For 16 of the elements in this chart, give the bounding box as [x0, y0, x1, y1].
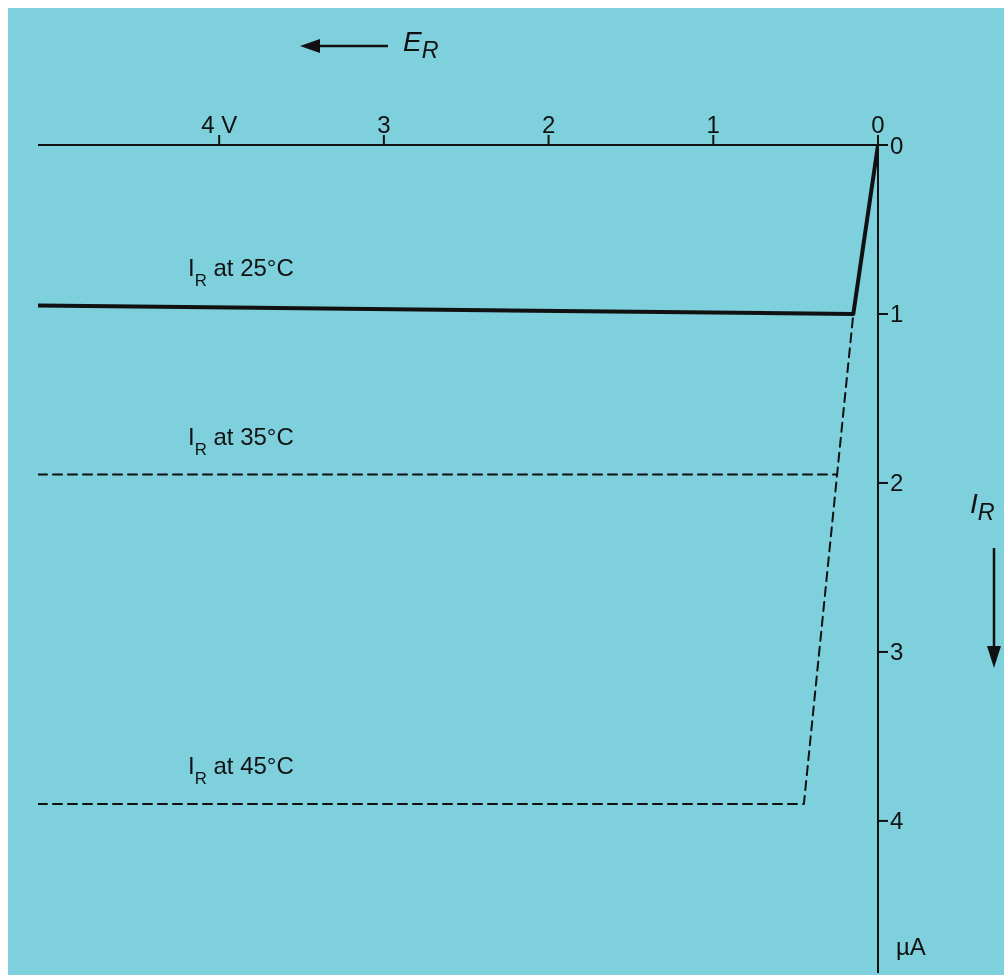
x-tick-label: 2	[541, 111, 556, 138]
y-tick-label: 3	[890, 638, 904, 666]
series-label: I$_{R}$ at 25°C	[188, 253, 294, 290]
x-tick-label: 4 V	[201, 111, 238, 138]
text: µA	[896, 933, 926, 961]
y-axis-title: I$_{R}$	[970, 488, 995, 526]
x-tick-label: 0	[871, 111, 885, 138]
y-tick-label: 0	[890, 131, 904, 159]
series-label: I$_{R}$ at 35°C	[188, 422, 294, 459]
x-tick-label: 3	[377, 111, 391, 138]
x-tick-label: 1	[706, 111, 720, 138]
y-tick-label: 4	[890, 807, 904, 835]
y-tick-label: 2	[890, 469, 904, 497]
series-label: I$_{R}$ at 45°C	[188, 752, 294, 788]
y-tick-label: 1	[890, 300, 904, 328]
x-axis-title: E$_{R}$	[403, 26, 439, 64]
